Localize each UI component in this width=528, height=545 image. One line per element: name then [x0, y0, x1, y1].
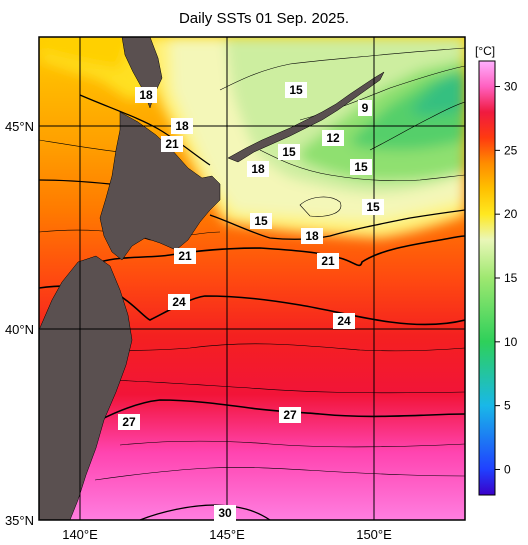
contour-label: 30	[214, 505, 236, 521]
colorbar-tick-label: 20	[504, 207, 518, 221]
svg-text:15: 15	[254, 214, 268, 228]
lat-label-40: 40°N	[5, 322, 34, 337]
svg-text:15: 15	[289, 83, 303, 97]
isotherm-21-west	[39, 179, 111, 185]
colorbar-unit: [°C]	[475, 44, 495, 58]
contour-label: 21	[317, 253, 339, 269]
colorbar-tick-label: 10	[504, 335, 518, 349]
contour-label: 24	[168, 294, 190, 310]
colorbar-tick-label: 15	[504, 271, 518, 285]
colorbar-tick-label: 30	[504, 80, 518, 94]
colorbar-tick-label: 5	[504, 399, 511, 413]
svg-text:21: 21	[165, 137, 179, 151]
lat-label-35: 35°N	[5, 513, 34, 528]
colorbar-ticks: 30 25 20 15 10 5 0	[495, 80, 518, 476]
lat-label-45: 45°N	[5, 119, 34, 134]
colorbar-tick-label: 25	[504, 143, 518, 157]
contour-label: 15	[250, 213, 272, 229]
land	[39, 37, 385, 520]
contour-label: 18	[171, 118, 193, 134]
map-title: Daily SSTs 01 Sep. 2025.	[178, 10, 350, 27]
contour-label: 15	[362, 199, 384, 215]
svg-text:18: 18	[305, 229, 319, 243]
lon-label-145: 145°E	[209, 527, 245, 542]
svg-text:18: 18	[139, 88, 153, 102]
isotherm-21-north	[79, 94, 211, 166]
svg-text:21: 21	[178, 249, 192, 263]
contour-label: 21	[174, 248, 196, 264]
isotherm-18	[209, 209, 465, 240]
svg-text:24: 24	[172, 295, 186, 309]
contour-label: 15	[285, 82, 307, 98]
contour-label: 18	[247, 161, 269, 177]
contour-label: 27	[279, 407, 301, 423]
svg-text:30: 30	[218, 506, 232, 520]
svg-text:21: 21	[321, 254, 335, 268]
svg-text:15: 15	[366, 200, 380, 214]
svg-text:24: 24	[337, 314, 351, 328]
svg-text:27: 27	[122, 415, 136, 429]
contour-label: 9	[358, 100, 372, 116]
longitude-labels: 140°E 145°E 150°E	[62, 527, 392, 542]
colorbar-scale	[478, 60, 496, 496]
contour-label: 15	[278, 144, 300, 160]
contour-label: 21	[161, 136, 183, 152]
contour-label: 18	[301, 228, 323, 244]
contour-label: 15	[350, 159, 372, 175]
plot-frame	[38, 36, 466, 521]
svg-text:27: 27	[283, 408, 297, 422]
latitude-labels: 45°N 40°N 35°N	[5, 119, 34, 528]
svg-text:18: 18	[251, 162, 265, 176]
colorbar: [°C] 30 25 20 15 10 5 0	[475, 44, 518, 496]
graticule	[39, 37, 465, 520]
honshu	[39, 255, 133, 520]
svg-text:12: 12	[326, 131, 340, 145]
svg-text:15: 15	[354, 160, 368, 174]
contour-label: 24	[333, 313, 355, 329]
svg-text:15: 15	[282, 145, 296, 159]
lon-label-140: 140°E	[62, 527, 98, 542]
svg-text:9: 9	[362, 101, 369, 115]
lon-label-150: 150°E	[356, 527, 392, 542]
contour-label: 18	[135, 87, 157, 103]
contour-label: 27	[118, 414, 140, 430]
contour-label: 12	[322, 130, 344, 146]
colorbar-tick-label: 0	[504, 462, 511, 476]
kuril-islands	[227, 71, 385, 163]
svg-text:18: 18	[175, 119, 189, 133]
